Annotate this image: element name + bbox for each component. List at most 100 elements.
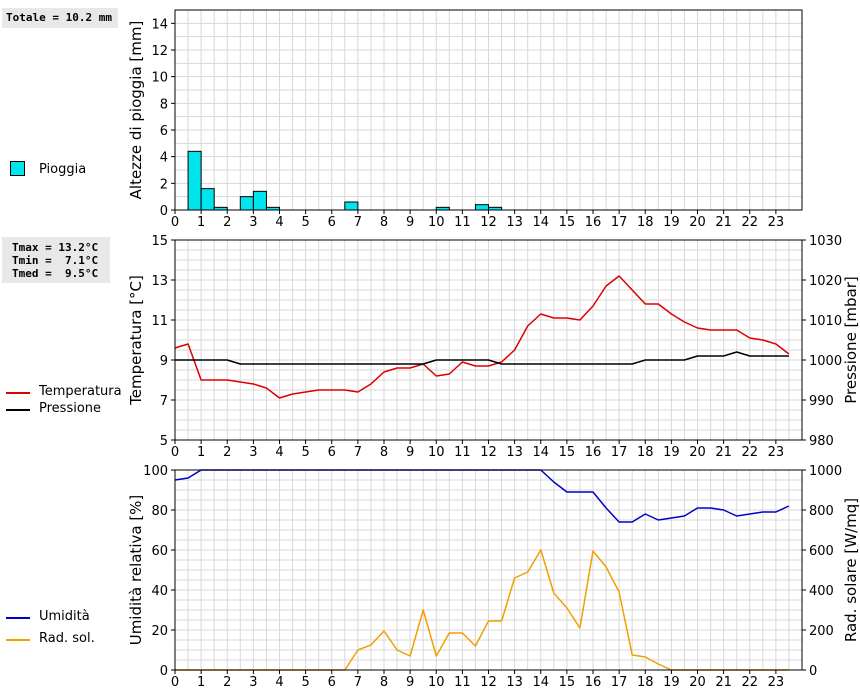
y-tick-label: 60 (151, 544, 168, 559)
y-tick-label: 2 (160, 177, 168, 192)
x-tick-label: 17 (611, 445, 628, 460)
y2-axis-title: Pressione [mbar] (842, 276, 860, 404)
x-tick-label: 1 (197, 215, 205, 230)
x-tick-label: 13 (506, 445, 523, 460)
temperature-summary-box: Tmax = 13.2°C Tmin = 7.1°C Tmed = 9.5°C (2, 237, 110, 283)
x-tick-label: 4 (275, 675, 283, 690)
y2-tick-label: 1020 (809, 274, 842, 289)
y-tick-label: 40 (151, 584, 168, 599)
temperature-line (174, 275, 790, 399)
pressure-line (175, 351, 789, 365)
y2-tick-label: 990 (809, 394, 834, 409)
y-tick-label: 20 (151, 624, 168, 639)
rain-bar (187, 150, 202, 211)
humidity-line (174, 469, 790, 523)
x-tick-label: 7 (354, 675, 362, 690)
x-tick-label: 1 (197, 675, 205, 690)
legend-radiation-label: Rad. sol. (39, 631, 95, 646)
x-tick-label: 2 (223, 445, 231, 460)
x-tick-label: 16 (585, 445, 602, 460)
y-tick-label: 15 (151, 234, 168, 249)
x-tick-label: 2 (223, 675, 231, 690)
legend-temperature-swatch (6, 392, 30, 394)
x-tick-label: 9 (406, 215, 414, 230)
x-tick-label: 5 (301, 215, 309, 230)
y-axis-title: Umidità relativa [%] (127, 495, 145, 646)
x-tick-label: 15 (559, 215, 576, 230)
x-tick-label: 10 (428, 215, 445, 230)
x-tick-label: 22 (741, 215, 758, 230)
x-tick-label: 19 (663, 675, 680, 690)
x-tick-label: 12 (480, 675, 497, 690)
x-tick-label: 18 (637, 445, 654, 460)
x-tick-label: 16 (585, 215, 602, 230)
x-tick-label: 5 (301, 445, 309, 460)
y2-tick-label: 980 (809, 434, 834, 449)
x-tick-label: 17 (611, 215, 628, 230)
y2-tick-label: 1000 (809, 464, 842, 479)
y-tick-label: 13 (151, 274, 168, 289)
x-tick-label: 7 (354, 215, 362, 230)
tmin-text: Tmin = 7.1°C (12, 254, 99, 267)
y-axis-title: Altezze di pioggia [mm] (127, 21, 145, 200)
tmax-text: Tmax = 13.2°C (12, 241, 99, 254)
y2-tick-label: 1000 (809, 354, 842, 369)
legend-temperature-label: Temperatura (39, 384, 122, 399)
x-tick-label: 19 (663, 445, 680, 460)
x-tick-label: 9 (406, 675, 414, 690)
rain-bar (474, 204, 489, 211)
x-tick-label: 15 (559, 675, 576, 690)
y-tick-label: 6 (160, 124, 168, 139)
x-tick-label: 1 (197, 445, 205, 460)
y-tick-label: 12 (151, 44, 168, 59)
x-tick-label: 4 (275, 215, 283, 230)
x-tick-label: 21 (715, 215, 732, 230)
x-tick-label: 10 (428, 675, 445, 690)
y-tick-label: 4 (160, 151, 168, 166)
y-tick-label: 5 (160, 434, 168, 449)
x-tick-label: 12 (480, 445, 497, 460)
rain-bar (252, 190, 267, 211)
x-tick-label: 15 (559, 445, 576, 460)
y-tick-label: 11 (151, 314, 168, 329)
y-tick-label: 9 (160, 354, 168, 369)
x-tick-label: 6 (328, 445, 336, 460)
x-tick-label: 17 (611, 675, 628, 690)
x-tick-label: 3 (249, 675, 257, 690)
rain-total-box: Totale = 10.2 mm (2, 8, 118, 28)
y-tick-label: 80 (151, 504, 168, 519)
x-tick-label: 18 (637, 675, 654, 690)
x-tick-label: 11 (454, 445, 471, 460)
x-tick-label: 11 (454, 215, 471, 230)
x-tick-label: 21 (715, 445, 732, 460)
x-tick-label: 0 (171, 215, 179, 230)
x-tick-label: 19 (663, 215, 680, 230)
x-tick-label: 20 (689, 215, 706, 230)
x-tick-label: 13 (506, 215, 523, 230)
x-tick-label: 8 (380, 675, 388, 690)
rain-total-text: Totale = 10.2 mm (6, 11, 112, 24)
y2-tick-label: 600 (809, 544, 834, 559)
x-tick-label: 12 (480, 215, 497, 230)
legend-pressure-label: Pressione (39, 401, 102, 416)
x-tick-label: 14 (532, 675, 549, 690)
rain-bar (239, 196, 254, 211)
x-tick-label: 11 (454, 675, 471, 690)
legend-humidity-swatch (6, 617, 30, 619)
legend-humidity-label: Umidità (39, 609, 90, 624)
y-tick-label: 0 (160, 204, 168, 219)
y2-tick-label: 400 (809, 584, 834, 599)
y2-axis-title: Rad. solare [W/mq] (842, 498, 860, 642)
x-tick-label: 4 (275, 445, 283, 460)
rain-bar (200, 188, 215, 211)
y2-tick-label: 1030 (809, 234, 842, 249)
rain-bar (344, 201, 359, 211)
x-tick-label: 10 (428, 445, 445, 460)
x-tick-label: 14 (532, 445, 549, 460)
x-tick-label: 9 (406, 445, 414, 460)
x-tick-label: 8 (380, 445, 388, 460)
y-tick-label: 100 (143, 464, 168, 479)
tmed-text: Tmed = 9.5°C (12, 267, 99, 280)
y2-tick-label: 200 (809, 624, 834, 639)
